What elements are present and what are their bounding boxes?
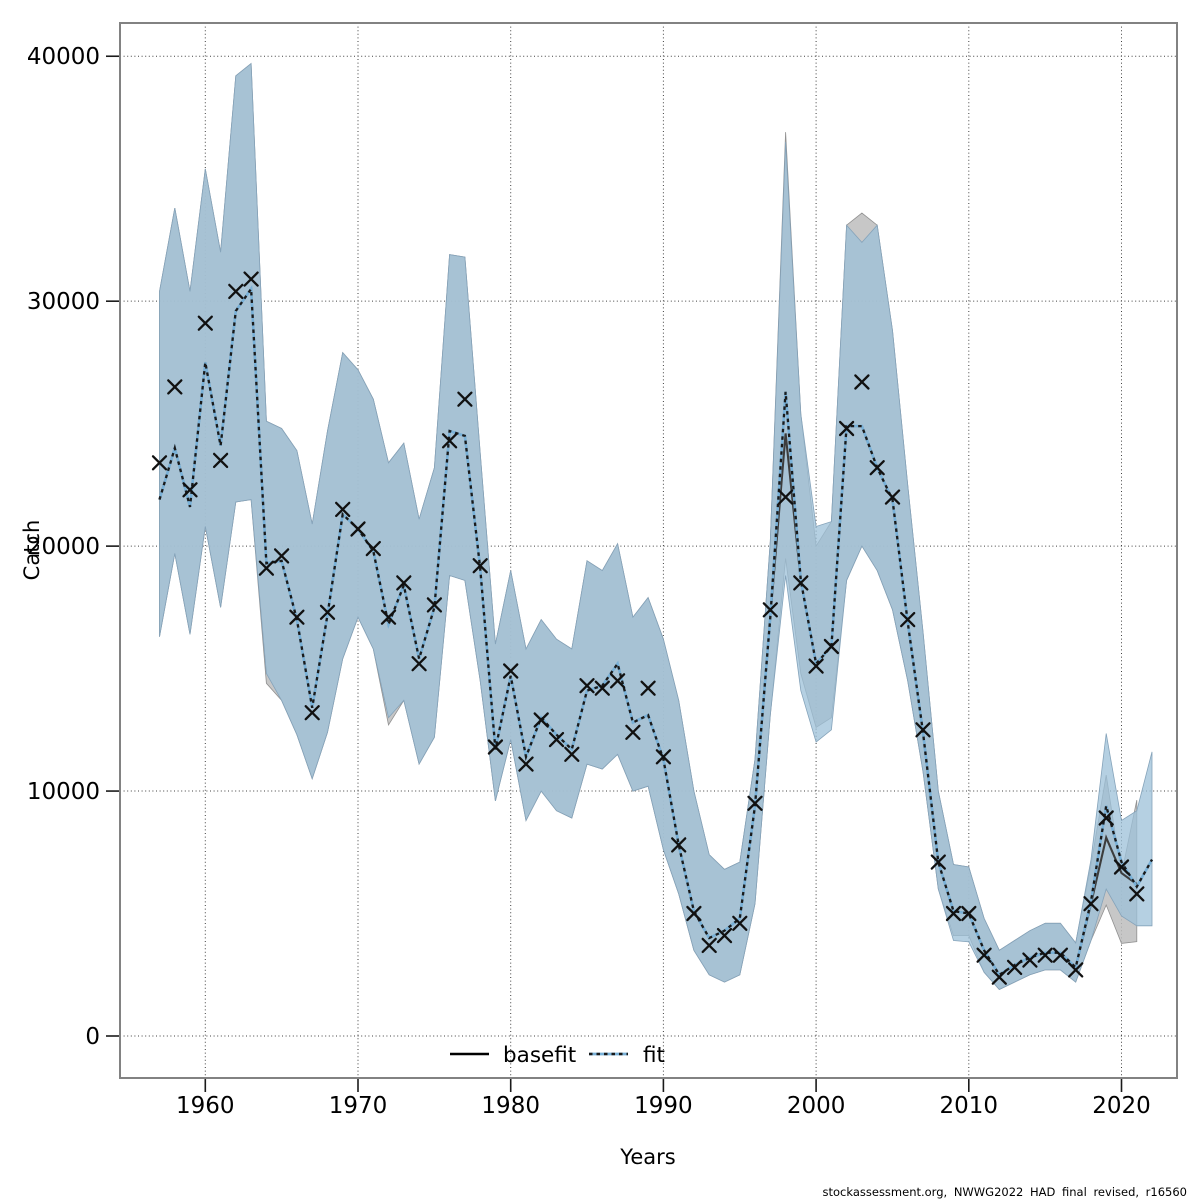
observation-marker-1971 — [365, 540, 381, 557]
observation-marker-1982 — [533, 712, 549, 728]
observation-marker-1988 — [625, 724, 641, 740]
observation-marker-1959 — [182, 482, 198, 498]
observation-marker-1967 — [304, 705, 320, 721]
x-tick-label-1960: 1960 — [176, 1093, 235, 1119]
legend-fit-label: fit — [643, 1043, 665, 1068]
observation-marker-2000 — [808, 658, 824, 674]
observation-marker-1972 — [380, 609, 397, 625]
x-tick-label-2010: 2010 — [940, 1093, 999, 1119]
observation-marker-2009 — [945, 905, 962, 922]
observation-marker-2016 — [1052, 947, 1069, 963]
y-tick-label-40000: 40000 — [27, 44, 100, 70]
plot-border — [119, 22, 1178, 1079]
y-tick-label-20000: 20000 — [27, 534, 100, 560]
observation-marker-1969 — [335, 501, 351, 518]
observation-marker-1977 — [457, 391, 473, 407]
observation-marker-2007 — [915, 722, 931, 738]
observation-marker-2008 — [930, 854, 946, 870]
observation-marker-1983 — [548, 731, 565, 748]
observation-marker-2006 — [900, 611, 916, 628]
observation-marker-1973 — [396, 575, 412, 591]
observation-marker-2021 — [1129, 886, 1145, 902]
observation-marker-1993 — [701, 937, 717, 954]
x-tick-label-1980: 1980 — [481, 1093, 540, 1119]
observation-marker-1980 — [503, 663, 519, 679]
caption: stockassessment.org, NWWG2022 HAD final … — [823, 1185, 1187, 1199]
fit-confidence-band — [159, 62, 1153, 990]
observation-marker-1999 — [793, 575, 809, 591]
observation-marker-2012 — [991, 969, 1007, 985]
observation-marker-2003 — [854, 374, 870, 390]
observation-marker-1979 — [487, 739, 504, 755]
observation-marker-1976 — [441, 433, 458, 449]
observation-marker-1997 — [762, 602, 778, 618]
observation-marker-1995 — [732, 915, 748, 931]
observation-marker-1981 — [518, 756, 534, 772]
observation-marker-1962 — [228, 283, 244, 300]
observation-marker-1966 — [289, 609, 305, 625]
observation-marker-2015 — [1037, 947, 1053, 963]
legend-basefit-label: basefit — [503, 1043, 576, 1068]
observation-marker-1998 — [777, 489, 794, 505]
x-tick-label-1970: 1970 — [329, 1093, 388, 1119]
observation-marker-2017 — [1068, 962, 1084, 978]
observation-marker-2002 — [838, 420, 855, 437]
observation-marker-1957 — [151, 455, 168, 471]
x-axis-title: Years — [619, 1145, 675, 1169]
y-axis-title: Catch — [20, 520, 44, 581]
observation-marker-1989 — [640, 680, 656, 696]
observation-marker-1965 — [273, 548, 290, 564]
observation-marker-1958 — [167, 379, 183, 395]
observation-marker-2019 — [1098, 810, 1114, 826]
observation-marker-2014 — [1022, 952, 1038, 968]
observation-marker-2004 — [869, 460, 885, 476]
observation-marker-1968 — [319, 604, 336, 620]
observation-marker-1991 — [671, 837, 687, 853]
y-tick-label-30000: 30000 — [27, 289, 100, 315]
observation-marker-1986 — [594, 680, 610, 696]
legend: basefit fit — [450, 1043, 665, 1068]
observation-marker-1996 — [747, 795, 763, 811]
observation-marker-2005 — [884, 489, 901, 505]
observation-marker-1978 — [472, 558, 488, 574]
x-tick-label-2020: 2020 — [1092, 1093, 1151, 1119]
observation-marker-2011 — [976, 947, 992, 963]
observation-marker-1964 — [258, 560, 275, 576]
observation-marker-2013 — [1006, 959, 1023, 976]
observation-marker-1975 — [426, 597, 443, 613]
y-tick-label-10000: 10000 — [27, 779, 100, 805]
observation-marker-2010 — [961, 905, 977, 922]
observation-marker-1984 — [564, 746, 580, 762]
observation-marker-2001 — [823, 638, 840, 655]
observation-marker-1994 — [716, 927, 733, 944]
x-tick-label-2000: 2000 — [787, 1093, 846, 1119]
plot-generated-layer: 0 10000 20000 30000 40000 1960 1970 1980 1990 200… — [27, 23, 1177, 1119]
observation-marker-1990 — [655, 749, 672, 765]
observation-marker-1963 — [243, 271, 259, 287]
fit-line — [158, 285, 1154, 977]
observation-marker-1987 — [609, 673, 626, 689]
y-tick-label-0: 0 — [85, 1024, 100, 1050]
observation-marker-1992 — [686, 905, 702, 922]
observation-marker-2018 — [1083, 896, 1099, 912]
observation-marker-1974 — [411, 656, 427, 672]
observation-marker-1985 — [579, 678, 595, 694]
observation-marker-1970 — [350, 521, 366, 537]
observation-marker-1960 — [197, 315, 213, 331]
x-tick-label-1990: 1990 — [634, 1093, 693, 1119]
observation-marker-2020 — [1113, 859, 1130, 875]
observation-marker-1961 — [212, 452, 229, 469]
